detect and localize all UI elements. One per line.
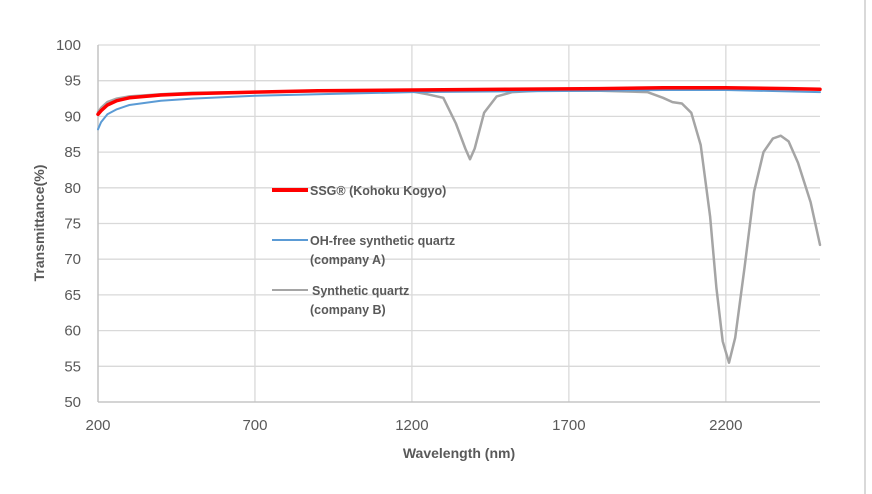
gridlines [97, 44, 820, 403]
y-tick-label: 95 [64, 73, 81, 90]
legend-label: (company A) [310, 253, 385, 267]
x-tick-label: 200 [85, 417, 110, 434]
x-tick-label: 1200 [395, 417, 428, 434]
y-tick-label: 55 [64, 358, 81, 375]
legend-label: (company B) [310, 303, 386, 317]
y-tick-label: 80 [64, 180, 81, 197]
x-tick-label: 700 [242, 417, 267, 434]
data-series [96, 86, 822, 364]
x-tick-label: 1700 [552, 417, 585, 434]
y-tick-label: 100 [56, 37, 81, 54]
legend-label: OH-free synthetic quartz [310, 234, 455, 248]
y-tick-label: 65 [64, 287, 81, 304]
y-tick-label: 50 [64, 394, 81, 411]
y-tick-label: 90 [64, 108, 81, 125]
series-line-1 [97, 89, 821, 131]
legend-item-oh-free: OH-free synthetic quartz (company A) [272, 234, 455, 267]
y-tick-label: 60 [64, 323, 81, 340]
x-axis-ticks: 200 700 1200 1700 2200 [85, 417, 742, 434]
legend-label: Synthetic quartz [312, 284, 409, 298]
series-line-0 [96, 86, 822, 117]
y-axis-ticks: 50 55 60 65 70 75 80 85 90 95 100 [56, 37, 81, 411]
y-tick-label: 70 [64, 251, 81, 268]
legend-item-ssg: SSG® (Kohoku Kogyo) [272, 184, 446, 198]
x-tick-label: 2200 [709, 417, 742, 434]
series-line-2 [96, 89, 822, 364]
legend-item-synthetic: Synthetic quartz (company B) [272, 284, 409, 317]
x-axis-title: Wavelength (nm) [403, 445, 515, 461]
legend-label: SSG® (Kohoku Kogyo) [310, 184, 446, 198]
y-axis-title: Transmittance(%) [31, 165, 47, 282]
y-tick-label: 85 [64, 144, 81, 161]
legend: SSG® (Kohoku Kogyo) OH-free synthetic qu… [272, 184, 455, 317]
y-tick-label: 75 [64, 216, 81, 233]
